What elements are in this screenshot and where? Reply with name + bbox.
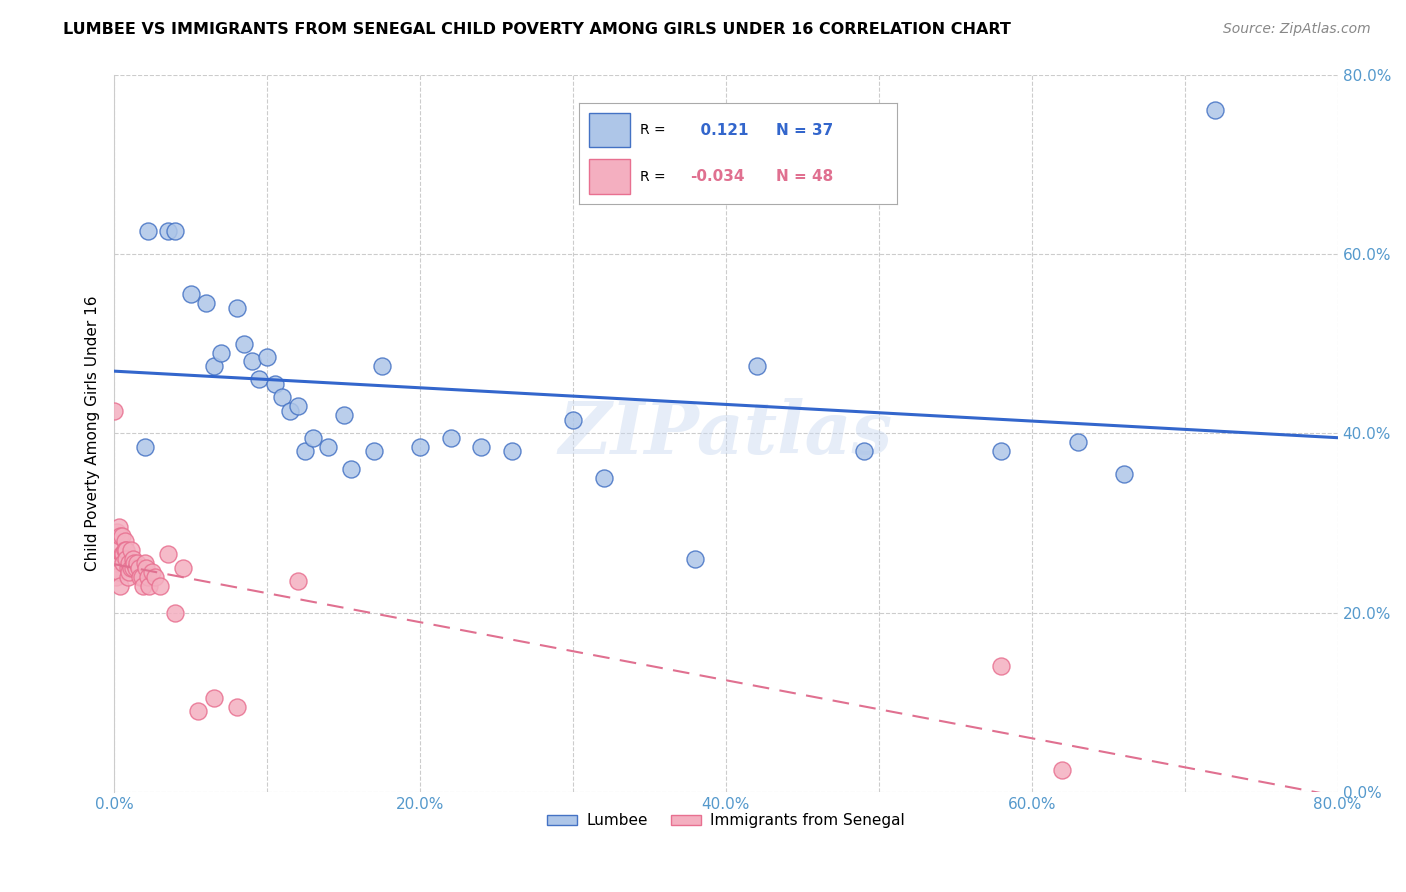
Point — [180, 287, 202, 301]
Point — [225, 301, 247, 315]
Point — [103, 404, 125, 418]
Point — [111, 547, 134, 561]
Point — [115, 542, 138, 557]
Point — [105, 524, 128, 539]
Point — [1204, 103, 1226, 118]
Point — [287, 400, 309, 414]
Point — [1112, 467, 1135, 481]
Point — [145, 570, 167, 584]
Point — [141, 566, 163, 580]
Point — [225, 699, 247, 714]
Point — [172, 561, 194, 575]
Point — [852, 444, 875, 458]
Point — [1052, 763, 1074, 777]
Point — [165, 224, 187, 238]
Point — [287, 574, 309, 589]
Point — [105, 542, 128, 557]
Point — [332, 409, 354, 423]
Point — [128, 561, 150, 575]
Point — [202, 690, 225, 705]
Point — [134, 556, 156, 570]
Point — [165, 606, 187, 620]
Legend: Lumbee, Immigrants from Senegal: Lumbee, Immigrants from Senegal — [540, 807, 911, 835]
Point — [149, 579, 172, 593]
Text: Source: ZipAtlas.com: Source: ZipAtlas.com — [1223, 22, 1371, 37]
Point — [470, 440, 492, 454]
Point — [115, 551, 138, 566]
Point — [104, 556, 127, 570]
Point — [136, 570, 159, 584]
Point — [271, 390, 294, 404]
Point — [240, 354, 263, 368]
Point — [440, 431, 463, 445]
Point — [562, 413, 585, 427]
Point — [233, 336, 256, 351]
Point — [112, 547, 135, 561]
Point — [124, 561, 146, 575]
Point — [120, 542, 142, 557]
Point — [156, 547, 179, 561]
Point — [409, 440, 432, 454]
Point — [156, 224, 179, 238]
Point — [121, 561, 143, 575]
Point — [110, 529, 132, 543]
Point — [122, 556, 145, 570]
Point — [294, 444, 316, 458]
Point — [202, 359, 225, 373]
Point — [104, 570, 127, 584]
Point — [131, 570, 153, 584]
Text: LUMBEE VS IMMIGRANTS FROM SENEGAL CHILD POVERTY AMONG GIRLS UNDER 16 CORRELATION: LUMBEE VS IMMIGRANTS FROM SENEGAL CHILD … — [63, 22, 1011, 37]
Y-axis label: Child Poverty Among Girls Under 16: Child Poverty Among Girls Under 16 — [86, 295, 100, 571]
Point — [112, 556, 135, 570]
Point — [187, 704, 209, 718]
Point — [302, 431, 325, 445]
Point — [114, 533, 136, 548]
Point — [194, 296, 217, 310]
Point — [117, 561, 139, 575]
Point — [118, 556, 141, 570]
Point — [132, 579, 155, 593]
Point — [134, 440, 156, 454]
Point — [592, 471, 614, 485]
Point — [745, 359, 768, 373]
Point — [138, 579, 160, 593]
Point — [340, 462, 363, 476]
Point — [121, 551, 143, 566]
Point — [135, 561, 157, 575]
Point — [278, 404, 301, 418]
Point — [1066, 435, 1088, 450]
Point — [110, 579, 132, 593]
Point — [136, 224, 159, 238]
Point — [371, 359, 394, 373]
Point — [316, 440, 339, 454]
Point — [990, 659, 1012, 673]
Text: ZIPatlas: ZIPatlas — [558, 398, 893, 468]
Point — [111, 529, 134, 543]
Point — [120, 561, 142, 575]
Point — [107, 566, 129, 580]
Point — [127, 556, 149, 570]
Point — [118, 566, 141, 580]
Point — [990, 444, 1012, 458]
Point — [501, 444, 523, 458]
Point — [107, 520, 129, 534]
Point — [117, 570, 139, 584]
Point — [256, 350, 278, 364]
Point — [129, 570, 152, 584]
Point — [114, 542, 136, 557]
Point — [363, 444, 385, 458]
Point — [209, 345, 232, 359]
Point — [685, 551, 707, 566]
Point — [249, 372, 271, 386]
Point — [263, 376, 285, 391]
